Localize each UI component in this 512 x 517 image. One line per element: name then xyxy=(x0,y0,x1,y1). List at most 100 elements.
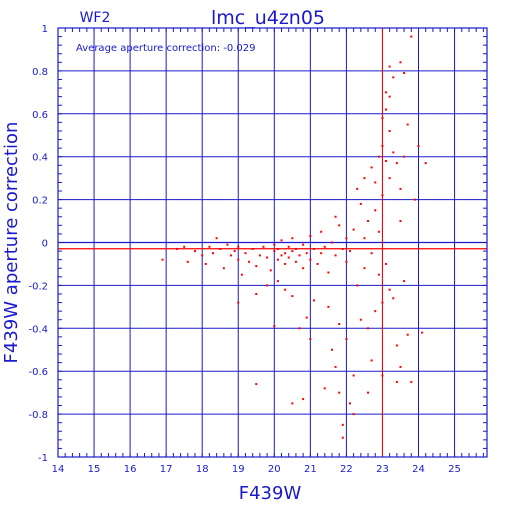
x-tick-label: 24 xyxy=(412,464,425,475)
x-tick-labels: 14 15 16 17 18 19 20 21 22 23 24 25 xyxy=(52,464,461,475)
x-tick-label: 21 xyxy=(304,464,317,475)
data-point xyxy=(255,265,258,268)
data-point xyxy=(284,252,287,255)
data-point xyxy=(388,65,391,68)
data-point xyxy=(320,230,323,233)
data-point xyxy=(385,262,388,265)
data-point xyxy=(385,91,388,94)
data-point xyxy=(370,166,373,169)
data-point xyxy=(316,262,319,265)
data-point xyxy=(312,299,315,302)
data-point xyxy=(330,241,333,244)
data-point xyxy=(377,273,380,276)
data-point xyxy=(262,245,265,248)
data-point xyxy=(349,250,352,253)
data-point xyxy=(374,181,377,184)
data-point xyxy=(291,402,294,405)
average-annotation: Average aperture correction: -0.029 xyxy=(76,43,256,54)
data-point xyxy=(367,391,370,394)
data-point xyxy=(294,260,297,263)
data-point xyxy=(302,243,305,246)
data-point xyxy=(276,258,279,261)
data-point xyxy=(363,177,366,180)
data-point xyxy=(345,338,348,341)
data-point xyxy=(381,144,384,147)
data-point xyxy=(370,359,373,362)
data-point xyxy=(305,252,308,255)
data-point xyxy=(161,258,164,261)
y-tick-label: 0.2 xyxy=(32,196,48,207)
data-point xyxy=(175,247,178,250)
data-point xyxy=(276,247,279,250)
data-point xyxy=(323,245,326,248)
data-point xyxy=(341,247,344,250)
y-tick-label: -0.2 xyxy=(28,281,48,292)
x-tick-label: 19 xyxy=(232,464,245,475)
data-point xyxy=(334,215,337,218)
data-point xyxy=(258,254,261,257)
data-point xyxy=(287,245,290,248)
data-point xyxy=(341,423,344,426)
data-point xyxy=(367,220,370,223)
x-tick-label: 20 xyxy=(268,464,281,475)
data-point xyxy=(298,327,301,330)
data-point xyxy=(363,237,366,240)
chart-subtitle: WF2 xyxy=(80,10,111,26)
data-point xyxy=(201,254,204,257)
data-point xyxy=(240,273,243,276)
data-point xyxy=(255,383,258,386)
data-point xyxy=(302,398,305,401)
data-point xyxy=(334,365,337,368)
data-point xyxy=(399,61,402,64)
data-point xyxy=(410,35,413,38)
data-point xyxy=(345,237,348,240)
data-point xyxy=(294,247,297,250)
x-tick-label: 17 xyxy=(160,464,173,475)
data-point xyxy=(388,288,391,291)
y-tick-label: -0.4 xyxy=(28,324,48,335)
data-point xyxy=(298,254,301,257)
data-point xyxy=(381,194,384,197)
data-points xyxy=(161,35,427,439)
data-point xyxy=(399,365,402,368)
data-point xyxy=(327,271,330,274)
data-point xyxy=(204,262,207,265)
data-point xyxy=(266,284,269,287)
data-point xyxy=(399,187,402,190)
x-axis-label: F439W xyxy=(239,483,302,504)
data-point xyxy=(392,151,395,154)
x-tick-label: 18 xyxy=(196,464,209,475)
data-point xyxy=(381,117,384,120)
data-point xyxy=(284,288,287,291)
data-point xyxy=(345,260,348,263)
data-point xyxy=(183,245,186,248)
data-point xyxy=(334,254,337,257)
data-point xyxy=(208,245,211,248)
data-point xyxy=(309,258,312,261)
data-point xyxy=(233,250,236,253)
data-point xyxy=(255,292,258,295)
data-point xyxy=(273,243,276,246)
data-point xyxy=(395,162,398,165)
data-point xyxy=(287,256,290,259)
data-point xyxy=(341,436,344,439)
data-point xyxy=(352,413,355,416)
y-tick-label: 0.8 xyxy=(32,67,48,78)
data-point xyxy=(385,159,388,162)
data-point xyxy=(410,380,413,383)
data-point xyxy=(356,284,359,287)
data-point xyxy=(291,250,294,253)
data-point xyxy=(266,256,269,259)
y-tick-label: -0.8 xyxy=(28,410,48,421)
data-point xyxy=(406,333,409,336)
data-point xyxy=(291,295,294,298)
x-tick-label: 23 xyxy=(376,464,389,475)
data-point xyxy=(403,155,406,158)
data-point xyxy=(226,243,229,246)
y-tick-labels: 1 0.8 0.6 0.4 0.2 0 -0.2 -0.4 -0.6 -0.8 -1 xyxy=(28,24,48,464)
data-point xyxy=(377,155,380,158)
data-point xyxy=(222,267,225,270)
data-point xyxy=(381,374,384,377)
